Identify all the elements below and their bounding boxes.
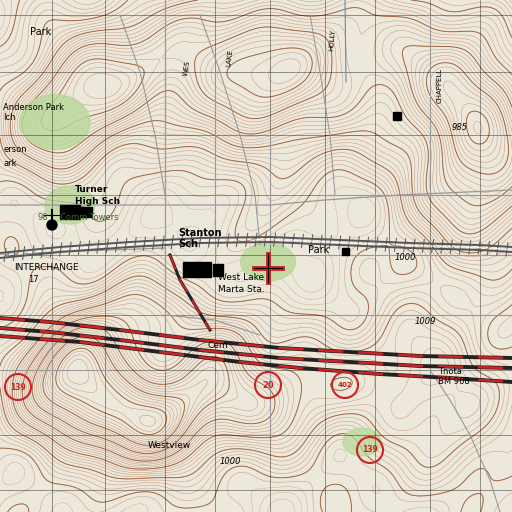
Text: 139: 139 <box>10 382 26 392</box>
Text: HOLLY: HOLLY <box>328 29 336 51</box>
Text: Turner: Turner <box>75 185 109 195</box>
Text: LAKE: LAKE <box>225 49 233 67</box>
Text: Anderson Park: Anderson Park <box>3 103 64 113</box>
Text: Comm Towers: Comm Towers <box>60 214 119 223</box>
Text: erson: erson <box>3 145 27 155</box>
Text: Park: Park <box>308 245 329 255</box>
Bar <box>183 262 211 277</box>
Text: Marta Sta.: Marta Sta. <box>218 286 265 294</box>
Text: 20: 20 <box>262 380 274 390</box>
Text: Tnota: Tnota <box>438 368 462 376</box>
Text: West Lake: West Lake <box>218 273 264 283</box>
Text: Park: Park <box>30 27 51 37</box>
Text: 1009: 1009 <box>415 317 437 327</box>
Bar <box>213 264 223 276</box>
Ellipse shape <box>343 428 381 456</box>
Text: 402: 402 <box>338 382 352 388</box>
Text: BM 968: BM 968 <box>438 377 470 387</box>
Text: Westview: Westview <box>148 440 191 450</box>
Text: 1000: 1000 <box>395 253 416 263</box>
Ellipse shape <box>20 95 90 150</box>
Bar <box>80 207 92 217</box>
Text: 1000: 1000 <box>220 458 242 466</box>
Bar <box>393 112 401 120</box>
Text: 17: 17 <box>28 275 38 285</box>
Ellipse shape <box>241 243 295 281</box>
Ellipse shape <box>45 186 95 224</box>
Text: 98: 98 <box>38 214 49 223</box>
Text: 139: 139 <box>362 445 378 455</box>
Text: CHAPPELL: CHAPPELL <box>437 68 443 102</box>
Text: 985: 985 <box>452 123 468 133</box>
Text: ark: ark <box>3 159 16 167</box>
Text: High Sch: High Sch <box>75 197 120 205</box>
Circle shape <box>47 220 57 230</box>
Text: Stanton: Stanton <box>178 228 222 238</box>
Text: WES: WES <box>183 60 191 76</box>
Text: INTERCHANGE: INTERCHANGE <box>14 264 79 272</box>
Text: Ich: Ich <box>3 114 15 122</box>
Bar <box>342 248 349 255</box>
Text: Sch: Sch <box>178 239 198 249</box>
Bar <box>60 205 80 219</box>
Text: Cem: Cem <box>208 340 229 350</box>
